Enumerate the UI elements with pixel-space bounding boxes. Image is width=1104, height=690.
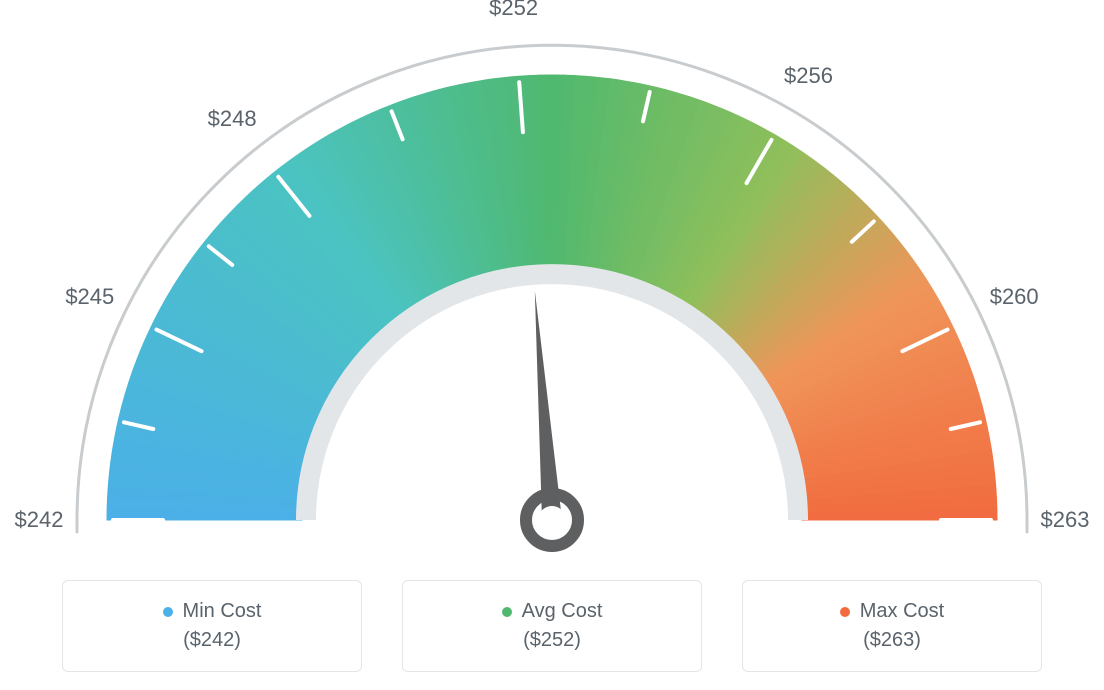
legend-min-label: Min Cost bbox=[183, 600, 262, 623]
gauge-tick-label: $260 bbox=[990, 284, 1039, 310]
legend-avg-label: Avg Cost bbox=[522, 600, 603, 623]
legend-avg-card: Avg Cost ($252) bbox=[402, 580, 702, 672]
legend-max-top: Max Cost bbox=[840, 600, 944, 623]
legend-min-top: Min Cost bbox=[163, 600, 262, 623]
legend-min-value: ($242) bbox=[183, 629, 241, 652]
legend-avg-value: ($252) bbox=[523, 629, 581, 652]
legend-max-dot bbox=[840, 607, 850, 617]
gauge-tick-label: $263 bbox=[1041, 507, 1090, 533]
gauge-svg bbox=[0, 0, 1104, 560]
legend-row: Min Cost ($242) Avg Cost ($252) Max Cost… bbox=[0, 580, 1104, 672]
legend-max-label: Max Cost bbox=[860, 600, 944, 623]
legend-min-card: Min Cost ($242) bbox=[62, 580, 362, 672]
legend-min-dot bbox=[163, 607, 173, 617]
legend-avg-top: Avg Cost bbox=[502, 600, 603, 623]
gauge-tick-label: $256 bbox=[784, 63, 833, 89]
gauge-tick-label: $248 bbox=[208, 106, 257, 132]
gauge-tick-label: $252 bbox=[489, 0, 538, 21]
cost-gauge: $242 $245 $248 $252 $256 $260 $263 bbox=[0, 0, 1104, 560]
gauge-tick-label: $242 bbox=[15, 507, 64, 533]
legend-max-value: ($263) bbox=[863, 629, 921, 652]
gauge-tick-label: $245 bbox=[65, 284, 114, 310]
legend-max-card: Max Cost ($263) bbox=[742, 580, 1042, 672]
legend-avg-dot bbox=[502, 607, 512, 617]
